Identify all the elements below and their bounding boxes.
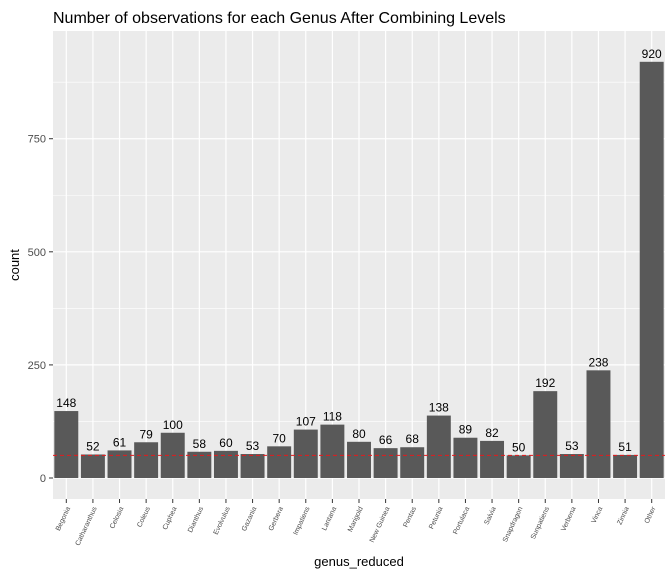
data-label: 82: [485, 426, 499, 440]
bar: [559, 454, 584, 478]
data-label: 58: [193, 437, 207, 451]
x-tick-label: Sunpatiens: [530, 505, 551, 540]
bar: [347, 441, 371, 478]
x-tick-label: Marigold: [347, 506, 365, 533]
y-axis-title: count: [7, 249, 22, 281]
y-tick-label: 0: [40, 473, 46, 485]
x-tick-label: Evolvulus: [213, 505, 232, 536]
bar: [240, 454, 265, 478]
bar: [187, 451, 212, 478]
bar: [506, 455, 531, 478]
x-tick-label: Other: [644, 505, 658, 524]
grid-major: [53, 31, 665, 499]
bar: [54, 411, 79, 478]
x-tick-label: Coleus: [136, 505, 152, 528]
data-label: 53: [246, 439, 260, 453]
data-label: 60: [219, 436, 233, 450]
x-tick-label: Zinnia: [616, 506, 630, 526]
data-label: 70: [272, 431, 286, 445]
x-tick-label: Celosia: [109, 506, 125, 530]
data-label: 79: [139, 427, 153, 441]
data-label: 238: [588, 355, 608, 369]
x-tick-label: Pentas: [402, 505, 418, 528]
data-label: 107: [296, 415, 316, 429]
x-tick-label: Gazania: [241, 506, 258, 533]
x-tick-label: Portulaca: [452, 506, 471, 536]
bar: [107, 450, 132, 478]
bar: [613, 454, 638, 478]
data-label: 52: [86, 439, 100, 453]
data-label: 53: [565, 439, 579, 453]
data-label: 100: [163, 418, 183, 432]
bar: [293, 429, 318, 478]
data-label: 50: [512, 440, 526, 454]
data-label: 138: [429, 401, 449, 415]
bar: [453, 437, 478, 478]
x-axis: Begonia Catharanthus Celosia Coleus Cuphea Di…: [55, 499, 658, 547]
x-tick-label: Dianthus: [187, 505, 205, 533]
data-label: 61: [113, 435, 127, 449]
y-tick-label: 250: [28, 360, 46, 372]
data-label: 66: [379, 433, 393, 447]
bar: [426, 415, 451, 478]
x-tick-label: Snapdragon: [502, 506, 525, 544]
data-label: 89: [459, 423, 473, 437]
bar: [400, 447, 425, 478]
x-tick-label: Catharanthus: [75, 505, 99, 547]
data-label: 920: [642, 47, 662, 61]
data-label: 80: [352, 427, 366, 441]
bar: [80, 454, 105, 478]
x-tick-label: Petunia: [428, 506, 444, 531]
bar: [639, 61, 664, 479]
y-tick-label: 500: [28, 247, 46, 259]
x-tick-label: Begonia: [55, 506, 72, 532]
x-tick-label: Cuphea: [162, 506, 179, 531]
y-tick-label: 750: [28, 134, 46, 146]
chart-title: Number of observations for each Genus Af…: [53, 10, 506, 27]
bar: [320, 424, 345, 478]
x-tick-label: Lantana: [321, 506, 338, 532]
data-labels: 148 52 61 79 100 58 60 53 70 107 118 80 66 68 138 89 82 5…: [56, 47, 662, 455]
bar: [134, 442, 159, 478]
y-axis: 0 250 500 750: [28, 134, 53, 485]
data-label: 148: [56, 396, 76, 410]
bar: [267, 446, 292, 478]
x-axis-title: genus_reduced: [314, 554, 404, 569]
x-tick-label: Impatiens: [292, 505, 311, 536]
data-label: 192: [535, 376, 555, 390]
x-tick-label: New Guinea: [369, 506, 392, 544]
data-label: 68: [406, 432, 420, 446]
bar: [373, 448, 398, 478]
bar: [586, 370, 611, 478]
bar: [480, 440, 505, 478]
x-tick-label: Vinca: [591, 506, 605, 525]
bar: [533, 391, 558, 478]
x-tick-label: Salvia: [483, 506, 497, 526]
data-label: 118: [323, 410, 342, 424]
x-tick-label: Verbena: [560, 506, 577, 533]
bar: [213, 450, 238, 478]
x-tick-label: Gerbera: [268, 506, 285, 532]
data-label: 51: [618, 440, 632, 454]
